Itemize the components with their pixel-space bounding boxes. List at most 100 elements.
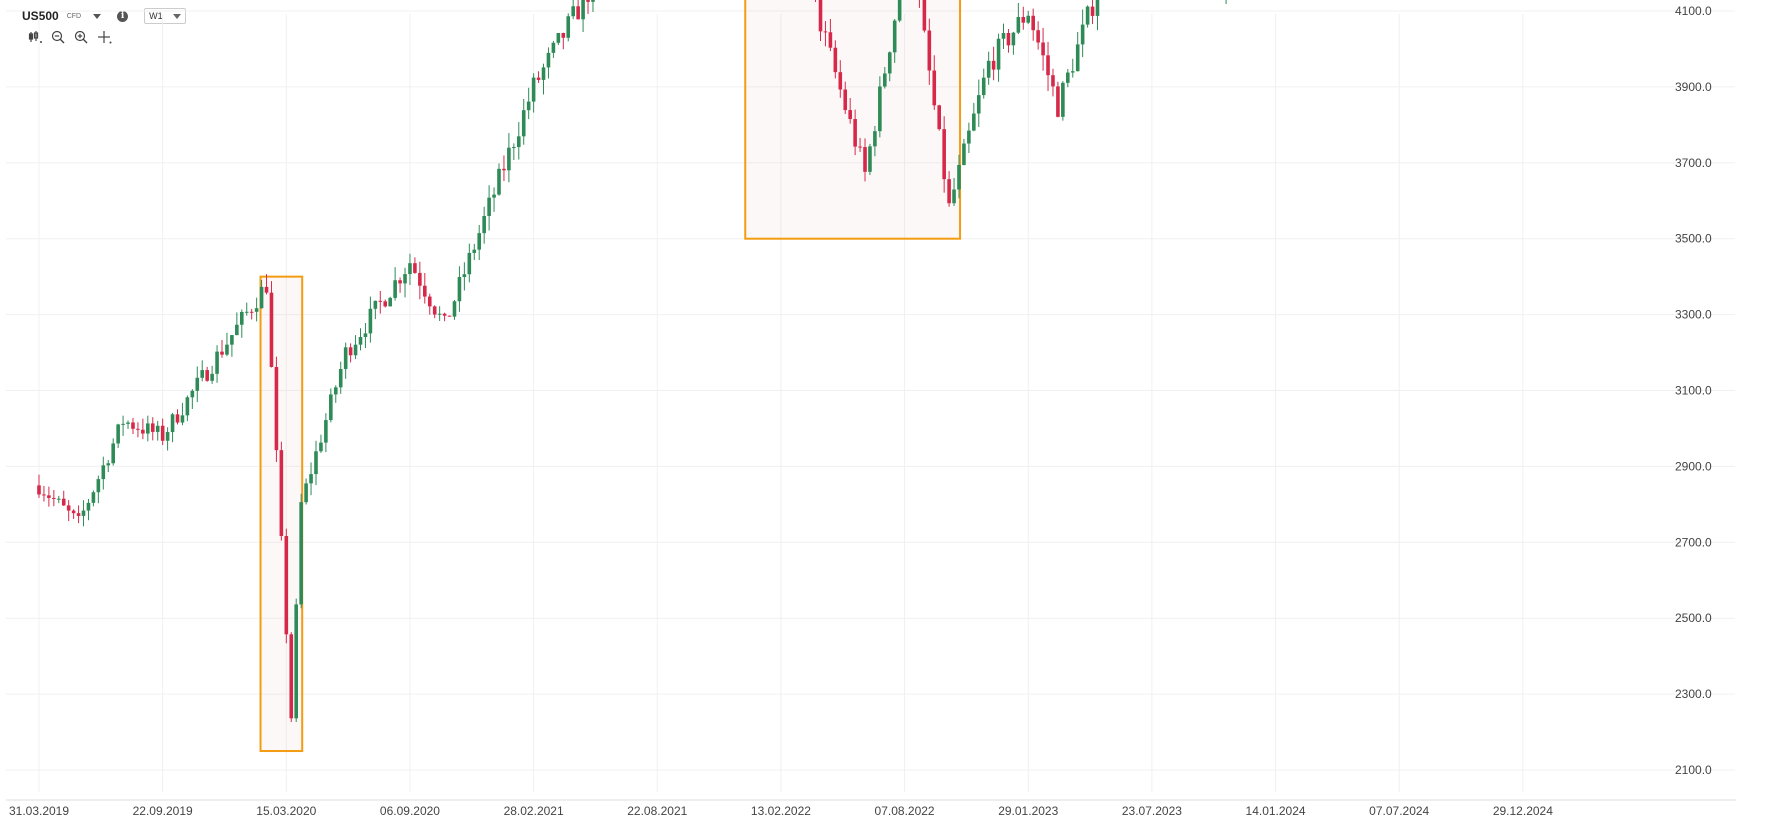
- zoom-out-icon[interactable]: [51, 30, 66, 44]
- candle: [220, 340, 224, 358]
- candle: [155, 420, 160, 441]
- candle: [967, 122, 971, 154]
- candle: [516, 122, 521, 160]
- candle: [1006, 28, 1011, 53]
- candle: [170, 412, 175, 443]
- candle: [1036, 21, 1040, 50]
- candle: [457, 266, 462, 312]
- info-icon[interactable]: i: [117, 10, 129, 22]
- candle: [136, 422, 140, 438]
- candle: [1001, 23, 1006, 49]
- candle: [343, 342, 348, 379]
- candle: [472, 243, 477, 261]
- candle: [823, 21, 828, 47]
- candle: [1075, 31, 1080, 72]
- candle: [413, 257, 417, 274]
- candle: [86, 498, 91, 521]
- candle: [235, 312, 239, 336]
- candle: [991, 46, 996, 81]
- timeframe-value: W1: [149, 11, 163, 21]
- y-tick-label: 4100.0: [1675, 4, 1712, 18]
- candle: [141, 418, 145, 440]
- x-tick-label: 29.01.2023: [998, 804, 1058, 818]
- candle: [126, 420, 130, 429]
- candle: [131, 417, 135, 435]
- symbol-dropdown-icon[interactable]: [93, 13, 102, 19]
- symbol-name: US500: [22, 9, 59, 23]
- candle: [314, 440, 318, 486]
- candle: [1011, 31, 1016, 55]
- candle: [304, 478, 308, 505]
- candle: [150, 417, 155, 441]
- candle: [526, 87, 531, 120]
- candle: [452, 300, 457, 320]
- candle: [106, 459, 111, 473]
- candle: [818, 0, 823, 42]
- candle: [581, 0, 585, 33]
- candle: [254, 297, 259, 322]
- timeframe-select[interactable]: W1: [144, 8, 187, 24]
- candle: [81, 500, 86, 527]
- y-tick-label: 3100.0: [1675, 384, 1712, 398]
- candle: [215, 345, 219, 383]
- candle: [338, 361, 343, 394]
- y-tick-label: 2700.0: [1675, 535, 1712, 549]
- candle: [333, 385, 338, 403]
- candle: [918, 0, 920, 8]
- x-tick-label: 14.01.2024: [1246, 804, 1306, 818]
- candle: [502, 155, 506, 182]
- candle: [210, 365, 214, 384]
- chart-tools: [28, 30, 112, 44]
- candle: [976, 79, 981, 127]
- candle: [1085, 5, 1090, 28]
- candle: [937, 104, 942, 131]
- candle: [957, 154, 961, 199]
- candle: [981, 68, 986, 99]
- x-tick-label: 23.07.2023: [1122, 804, 1182, 818]
- candle: [828, 18, 833, 52]
- candle: [927, 18, 932, 85]
- candle: [512, 143, 516, 160]
- candle: [403, 267, 407, 298]
- candle: [427, 293, 432, 315]
- candle: [91, 490, 96, 507]
- zoom-in-icon[interactable]: [74, 30, 89, 44]
- crosshair-icon[interactable]: [97, 30, 112, 44]
- candle: [1026, 10, 1031, 24]
- x-tick-label: 22.08.2021: [627, 804, 687, 818]
- candle: [200, 360, 205, 382]
- y-tick-label: 3500.0: [1675, 232, 1712, 246]
- candle: [146, 415, 150, 442]
- candle: [309, 462, 313, 496]
- candle: [1016, 3, 1021, 35]
- candle: [843, 81, 848, 114]
- candle: [383, 299, 388, 308]
- candle: [546, 47, 551, 79]
- candle: [1095, 0, 1100, 31]
- candle: [116, 423, 120, 448]
- candle: [244, 302, 249, 316]
- candle: [423, 272, 427, 304]
- candle: [264, 274, 269, 295]
- candle: [368, 296, 373, 343]
- candle: [388, 296, 392, 307]
- chart-type-icon[interactable]: [28, 30, 43, 44]
- y-tick-label: 2100.0: [1675, 763, 1712, 777]
- candle: [1066, 68, 1070, 88]
- candle: [61, 490, 66, 507]
- candle: [71, 509, 76, 519]
- x-tick-label: 15.03.2020: [256, 804, 316, 818]
- candle: [1021, 6, 1026, 30]
- candle: [848, 98, 852, 124]
- candle: [561, 32, 566, 50]
- candle: [42, 485, 46, 502]
- candle: [838, 60, 843, 98]
- candle: [175, 409, 180, 425]
- candle: [947, 171, 951, 207]
- x-tick-label: 31.03.2019: [9, 804, 69, 818]
- candle: [418, 261, 422, 300]
- candle: [284, 528, 289, 644]
- candle: [482, 206, 486, 244]
- candle: [180, 402, 185, 426]
